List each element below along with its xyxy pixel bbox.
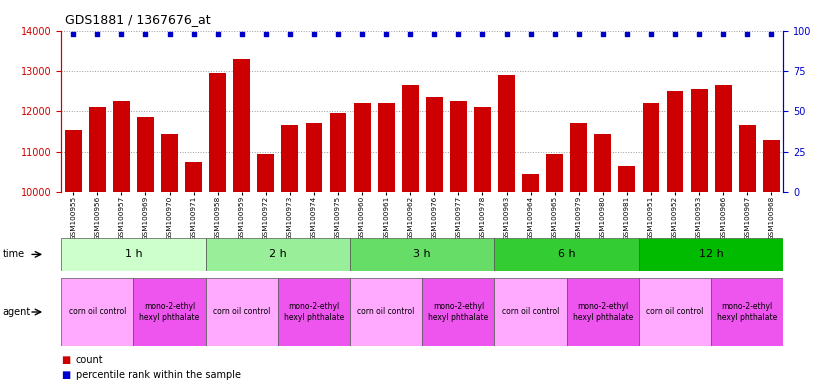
Text: mono-2-ethyl
hexyl phthalate: mono-2-ethyl hexyl phthalate: [140, 302, 200, 322]
Bar: [282, 126, 299, 192]
Point: [668, 31, 681, 37]
Point: [716, 31, 730, 37]
Bar: [305, 124, 322, 192]
Point: [211, 31, 224, 37]
Bar: [494, 238, 639, 271]
Bar: [715, 85, 732, 192]
Bar: [350, 278, 423, 346]
Bar: [423, 278, 494, 346]
Text: corn oil control: corn oil control: [357, 308, 415, 316]
Text: corn oil control: corn oil control: [646, 308, 703, 316]
Point: [115, 31, 128, 37]
Point: [259, 31, 273, 37]
Point: [163, 31, 176, 37]
Text: GDS1881 / 1367676_at: GDS1881 / 1367676_at: [65, 13, 211, 26]
Bar: [61, 278, 134, 346]
Point: [645, 31, 658, 37]
Bar: [738, 126, 756, 192]
Bar: [209, 73, 226, 192]
Bar: [233, 59, 251, 192]
Text: ■: ■: [61, 355, 70, 365]
Point: [91, 31, 104, 37]
Bar: [137, 118, 154, 192]
Text: percentile rank within the sample: percentile rank within the sample: [76, 370, 241, 380]
Bar: [522, 174, 539, 192]
Point: [404, 31, 417, 37]
Text: mono-2-ethyl
hexyl phthalate: mono-2-ethyl hexyl phthalate: [428, 302, 489, 322]
Text: corn oil control: corn oil control: [69, 308, 126, 316]
Text: corn oil control: corn oil control: [502, 308, 559, 316]
Bar: [763, 140, 780, 192]
Bar: [206, 278, 277, 346]
Text: mono-2-ethyl
hexyl phthalate: mono-2-ethyl hexyl phthalate: [573, 302, 633, 322]
Point: [572, 31, 585, 37]
Bar: [642, 103, 659, 192]
Bar: [185, 162, 202, 192]
Text: mono-2-ethyl
hexyl phthalate: mono-2-ethyl hexyl phthalate: [717, 302, 778, 322]
Point: [500, 31, 513, 37]
Point: [67, 31, 80, 37]
Point: [283, 31, 296, 37]
Bar: [353, 103, 370, 192]
Text: 1 h: 1 h: [125, 249, 142, 260]
Point: [187, 31, 200, 37]
Text: 12 h: 12 h: [698, 249, 724, 260]
Text: 6 h: 6 h: [558, 249, 575, 260]
Bar: [330, 113, 347, 192]
Text: 3 h: 3 h: [414, 249, 431, 260]
Bar: [619, 166, 636, 192]
Point: [741, 31, 754, 37]
Point: [548, 31, 561, 37]
Bar: [566, 278, 639, 346]
Bar: [498, 75, 515, 192]
Point: [620, 31, 633, 37]
Bar: [494, 278, 566, 346]
Bar: [64, 129, 82, 192]
Bar: [711, 278, 783, 346]
Text: time: time: [2, 249, 24, 260]
Point: [693, 31, 706, 37]
Text: 2 h: 2 h: [269, 249, 286, 260]
Bar: [639, 238, 783, 271]
Bar: [667, 91, 684, 192]
Bar: [350, 238, 494, 271]
Text: corn oil control: corn oil control: [213, 308, 270, 316]
Text: mono-2-ethyl
hexyl phthalate: mono-2-ethyl hexyl phthalate: [284, 302, 344, 322]
Bar: [639, 278, 711, 346]
Bar: [401, 85, 419, 192]
Bar: [257, 154, 274, 192]
Text: ■: ■: [61, 370, 70, 380]
Bar: [113, 101, 130, 192]
Bar: [378, 103, 395, 192]
Bar: [474, 108, 491, 192]
Bar: [426, 97, 443, 192]
Bar: [206, 238, 350, 271]
Point: [428, 31, 441, 37]
Bar: [61, 238, 206, 271]
Text: agent: agent: [2, 307, 31, 317]
Point: [476, 31, 489, 37]
Point: [765, 31, 778, 37]
Text: count: count: [76, 355, 104, 365]
Bar: [546, 154, 563, 192]
Point: [379, 31, 392, 37]
Bar: [277, 278, 350, 346]
Bar: [594, 134, 611, 192]
Bar: [89, 108, 106, 192]
Point: [139, 31, 152, 37]
Bar: [570, 124, 588, 192]
Point: [452, 31, 465, 37]
Bar: [134, 278, 206, 346]
Point: [356, 31, 369, 37]
Point: [524, 31, 537, 37]
Point: [596, 31, 610, 37]
Point: [331, 31, 344, 37]
Bar: [161, 134, 178, 192]
Bar: [690, 89, 707, 192]
Bar: [450, 101, 467, 192]
Point: [308, 31, 321, 37]
Point: [235, 31, 248, 37]
